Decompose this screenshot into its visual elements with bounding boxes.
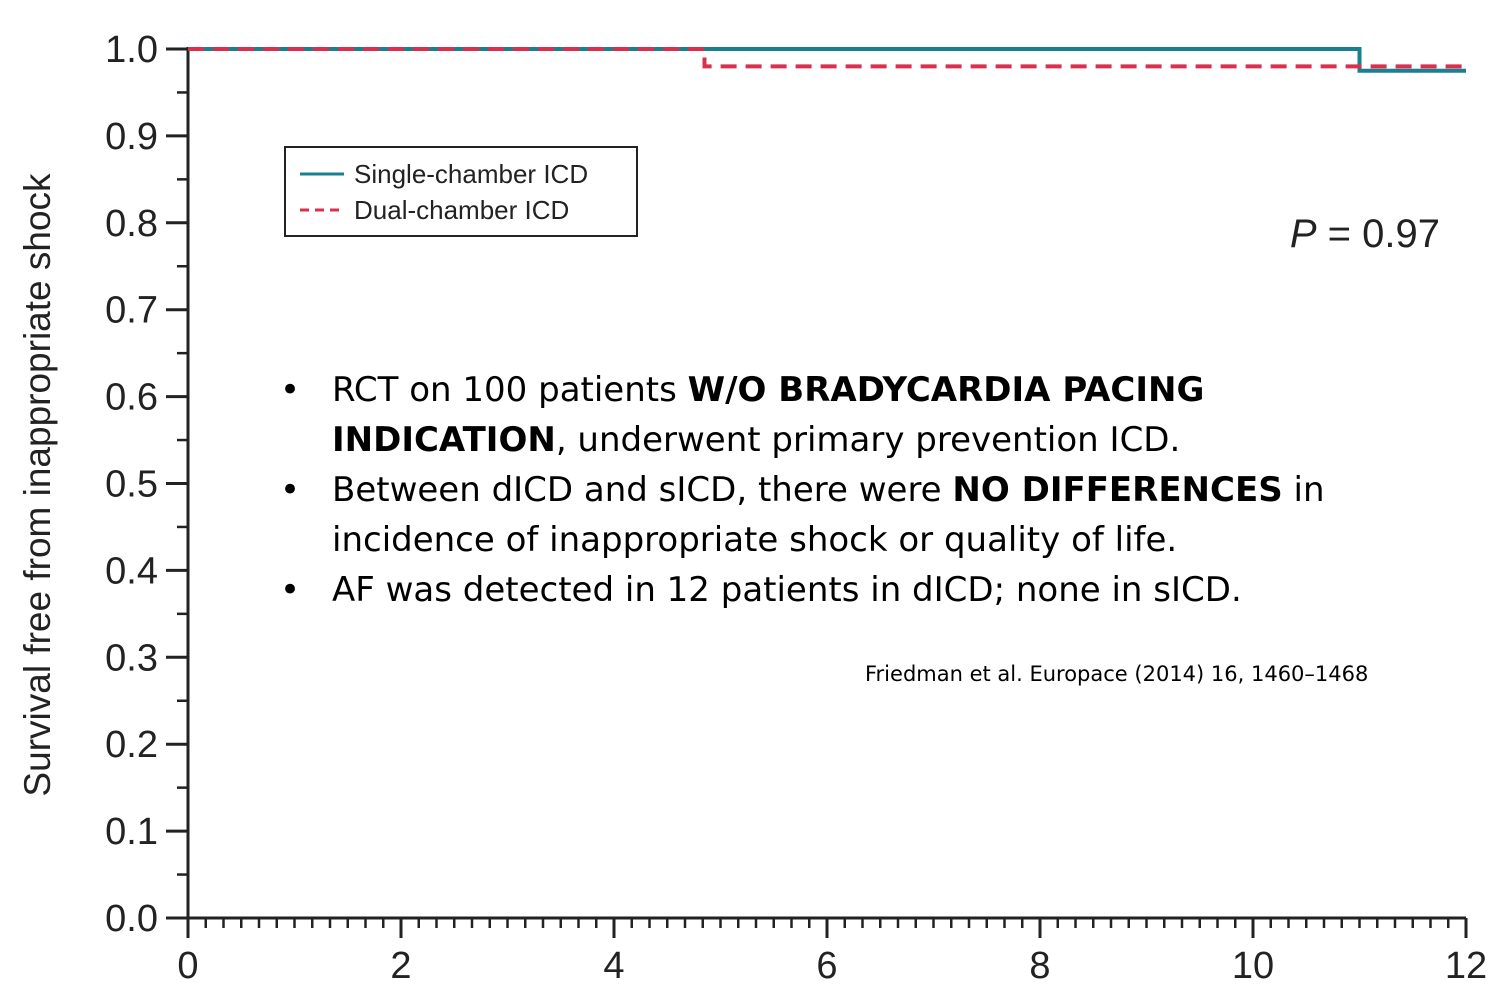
p-value-text: = 0.97	[1317, 212, 1440, 256]
x-tick-label: 0	[177, 945, 198, 987]
y-tick-label: 0.7	[105, 290, 158, 332]
citation: Friedman et al. Europace (2014) 16, 1460…	[865, 662, 1369, 686]
y-tick-label: 0.5	[105, 464, 158, 506]
bullet-icon: •	[280, 570, 301, 610]
note-text: in incidence of inappropriate shock or q…	[332, 470, 1325, 560]
chart-series	[188, 47, 1466, 73]
x-tick-label: 2	[390, 945, 411, 987]
note-item: • RCT on 100 patients W/O BRADYCARDIA PAC…	[280, 365, 1400, 465]
x-tick-label: 8	[1029, 945, 1050, 987]
y-tick-label: 0.6	[105, 377, 158, 419]
y-tick-label: 0.1	[105, 811, 158, 853]
y-tick-label: 0.2	[105, 724, 158, 766]
p-value-annotation: P = 0.97	[1290, 212, 1440, 256]
y-tick-label: 0.4	[105, 550, 158, 592]
note-emphasis: W/O BRADYCARDIA PACING INDICATION	[332, 370, 1205, 460]
bullet-icon: •	[280, 470, 301, 510]
x-tick-label: 6	[816, 945, 837, 987]
bullet-icon: •	[280, 370, 301, 410]
y-tick-label: 0.0	[105, 898, 158, 940]
summary-notes: • RCT on 100 patients W/O BRADYCARDIA PAC…	[280, 365, 1400, 615]
x-tick-label: 12	[1445, 945, 1487, 987]
y-tick-label: 0.3	[105, 637, 158, 679]
legend-label: Single-chamber ICD	[354, 159, 588, 189]
note-item: • Between dICD and sICD, there were NO DI…	[280, 465, 1400, 565]
p-value-symbol: P	[1290, 212, 1317, 256]
series-line-single-chamber	[188, 47, 1466, 73]
note-text: AF was detected in 12 patients in dICD; …	[332, 570, 1242, 610]
chart-legend: Single-chamber ICD Dual-chamber ICD	[284, 146, 638, 237]
note-item: • AF was detected in 12 patients in dICD;…	[280, 565, 1400, 615]
series-line-dual-chamber	[188, 47, 1466, 69]
y-tick-label: 0.9	[105, 116, 158, 158]
note-emphasis: NO DIFFERENCES	[952, 470, 1283, 510]
legend-label: Dual-chamber ICD	[354, 195, 569, 225]
legend-box	[284, 146, 638, 237]
chart-axes: 0.0 0.1 0.2 0.3 0.4 0.5 0.6 0.7 0.8 0.9 1.0 0 2 4 6 8 10…	[105, 29, 1487, 987]
x-tick-label: 10	[1232, 945, 1274, 987]
y-tick-label: 0.8	[105, 203, 158, 245]
note-text: Between dICD and sICD, there were	[332, 470, 953, 510]
x-tick-label: 4	[603, 945, 624, 987]
note-text: , underwent primary prevention ICD.	[555, 420, 1181, 460]
note-text: RCT on 100 patients	[332, 370, 688, 410]
y-tick-label: 1.0	[105, 29, 158, 71]
y-axis-title: Survival free from inappropriate shock	[17, 173, 58, 797]
